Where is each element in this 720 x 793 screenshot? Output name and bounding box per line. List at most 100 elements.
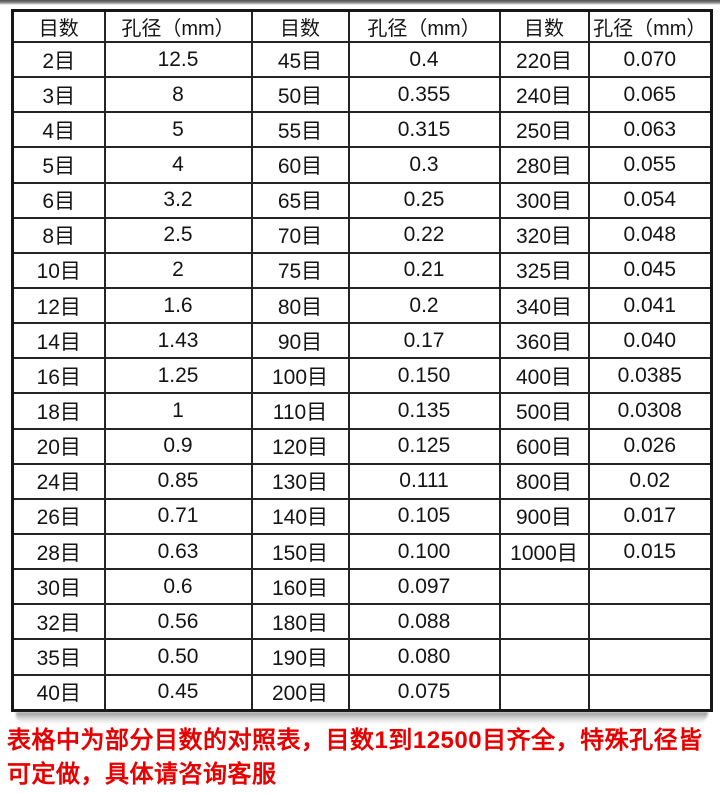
aperture-cell: 0.85: [103, 462, 253, 500]
aperture-cell: 0.111: [347, 462, 501, 500]
footnote-text: 表格中为部分目数的对照表，目数1到12500目齐全，特殊孔径皆 可定做，具体请咨…: [7, 724, 713, 792]
mesh-count-cell: 75目: [250, 251, 350, 289]
aperture-cell: 2: [103, 251, 253, 289]
aperture-cell: 1: [103, 392, 253, 430]
mesh-count-cell: 220目: [498, 40, 590, 79]
aperture-cell: 0.097: [347, 568, 501, 606]
table-row: 35目 0.50 190目 0.080: [11, 638, 713, 676]
footnote-line-2: 可定做，具体请咨询客服: [7, 761, 277, 788]
mesh-count-cell: 160目: [250, 568, 350, 606]
aperture-cell: 0.50: [103, 638, 253, 676]
aperture-cell: 0.065: [587, 76, 713, 114]
mesh-count-cell: [498, 603, 590, 641]
aperture-cell: 0.070: [587, 40, 713, 79]
mesh-count-cell: 360目: [498, 322, 590, 360]
aperture-cell: 0.22: [347, 216, 501, 254]
mesh-count-header: 目数: [498, 9, 590, 43]
mesh-count-cell: 80目: [250, 286, 350, 325]
mesh-count-cell: 12目: [11, 286, 106, 325]
mesh-count-cell: 24目: [11, 462, 106, 500]
header-row: 目数 孔径（mm） 目数 孔径（mm） 目数 孔径（mm）: [11, 9, 713, 43]
table-row: 5目 4 60目 0.3 280目 0.055: [11, 146, 713, 184]
aperture-cell: 0.355: [347, 76, 501, 114]
aperture-cell: 4: [103, 146, 253, 184]
table-row: 20目 0.9 120目 0.125 600目 0.026: [11, 427, 713, 465]
aperture-cell: 0.026: [587, 427, 713, 465]
aperture-cell: 0.6: [103, 568, 253, 606]
mesh-count-cell: 55目: [250, 111, 350, 149]
aperture-cell: 0.045: [587, 251, 713, 289]
mesh-count-cell: 10目: [11, 251, 106, 289]
mesh-count-cell: 120目: [250, 427, 350, 465]
mesh-count-cell: 180目: [250, 603, 350, 641]
aperture-cell: 0.2: [347, 286, 501, 325]
mesh-count-header: 目数: [11, 9, 106, 43]
aperture-cell: 0.0385: [587, 357, 713, 395]
table-row: 3目 8 50目 0.355 240目 0.065: [11, 76, 713, 114]
table-row: 40目 0.45 200目 0.075: [11, 673, 713, 712]
aperture-cell: 0.63: [103, 532, 253, 571]
aperture-header: 孔径（mm）: [347, 9, 501, 43]
aperture-cell: 0.56: [103, 603, 253, 641]
aperture-cell: 0.17: [347, 322, 501, 360]
aperture-cell: 0.100: [347, 532, 501, 571]
mesh-count-cell: 340目: [498, 286, 590, 325]
mesh-count-cell: 65目: [250, 181, 350, 219]
mesh-count-cell: 16目: [11, 357, 106, 395]
aperture-cell: 0.080: [347, 638, 501, 676]
mesh-count-cell: 90目: [250, 322, 350, 360]
mesh-count-cell: 1000目: [498, 532, 590, 571]
aperture-cell: 0.25: [347, 181, 501, 219]
aperture-cell: 0.21: [347, 251, 501, 289]
table-row: 14目 1.43 90目 0.17 360目 0.040: [11, 322, 713, 360]
mesh-count-header: 目数: [250, 9, 350, 43]
mesh-count-cell: 6目: [11, 181, 106, 219]
aperture-cell: [587, 638, 713, 676]
aperture-cell: 0.088: [347, 603, 501, 641]
aperture-cell: [587, 603, 713, 641]
aperture-cell: 0.02: [587, 462, 713, 500]
table-row: 4目 5 55目 0.315 250目 0.063: [11, 111, 713, 149]
mesh-count-cell: [498, 568, 590, 606]
mesh-count-cell: 250目: [498, 111, 590, 149]
aperture-cell: 0.45: [103, 673, 253, 712]
table-row: 28目 0.63 150目 0.100 1000目 0.015: [11, 532, 713, 571]
table-row: 18目 1 110目 0.135 500目 0.0308: [11, 392, 713, 430]
aperture-cell: 0.105: [347, 497, 501, 535]
aperture-cell: 0.4: [347, 40, 501, 79]
table-row: 24目 0.85 130目 0.111 800目 0.02: [11, 462, 713, 500]
table-row: 10目 2 75目 0.21 325目 0.045: [11, 251, 713, 289]
aperture-cell: 0.015: [587, 532, 713, 571]
table-row: 6目 3.2 65目 0.25 300目 0.054: [11, 181, 713, 219]
aperture-cell: 0.71: [103, 497, 253, 535]
table-row: 8目 2.5 70目 0.22 320目 0.048: [11, 216, 713, 254]
aperture-cell: 0.075: [347, 673, 501, 712]
mesh-count-cell: 140目: [250, 497, 350, 535]
aperture-cell: 0.0308: [587, 392, 713, 430]
mesh-count-cell: 45目: [250, 40, 350, 79]
mesh-count-cell: 400目: [498, 357, 590, 395]
aperture-cell: 1.6: [103, 286, 253, 325]
mesh-count-cell: 32目: [11, 603, 106, 641]
mesh-count-cell: 100目: [250, 357, 350, 395]
aperture-cell: [587, 568, 713, 606]
aperture-cell: 0.315: [347, 111, 501, 149]
footnote-line-1: 表格中为部分目数的对照表，目数1到12500目齐全，特殊孔径皆: [7, 727, 703, 754]
mesh-count-cell: 26目: [11, 497, 106, 535]
mesh-count-cell: 3目: [11, 76, 106, 114]
aperture-header: 孔径（mm）: [103, 9, 253, 43]
mesh-count-cell: 35目: [11, 638, 106, 676]
table-row: 30目 0.6 160目 0.097: [11, 568, 713, 606]
mesh-count-cell: 30目: [11, 568, 106, 606]
mesh-count-cell: 320目: [498, 216, 590, 254]
mesh-count-cell: 40目: [11, 673, 106, 712]
aperture-header: 孔径（mm）: [587, 9, 713, 43]
aperture-cell: 0.063: [587, 111, 713, 149]
mesh-count-cell: 4目: [11, 111, 106, 149]
mesh-count-cell: 280目: [498, 146, 590, 184]
aperture-cell: 0.125: [347, 427, 501, 465]
aperture-cell: 0.135: [347, 392, 501, 430]
mesh-count-cell: 110目: [250, 392, 350, 430]
mesh-count-cell: 190目: [250, 638, 350, 676]
